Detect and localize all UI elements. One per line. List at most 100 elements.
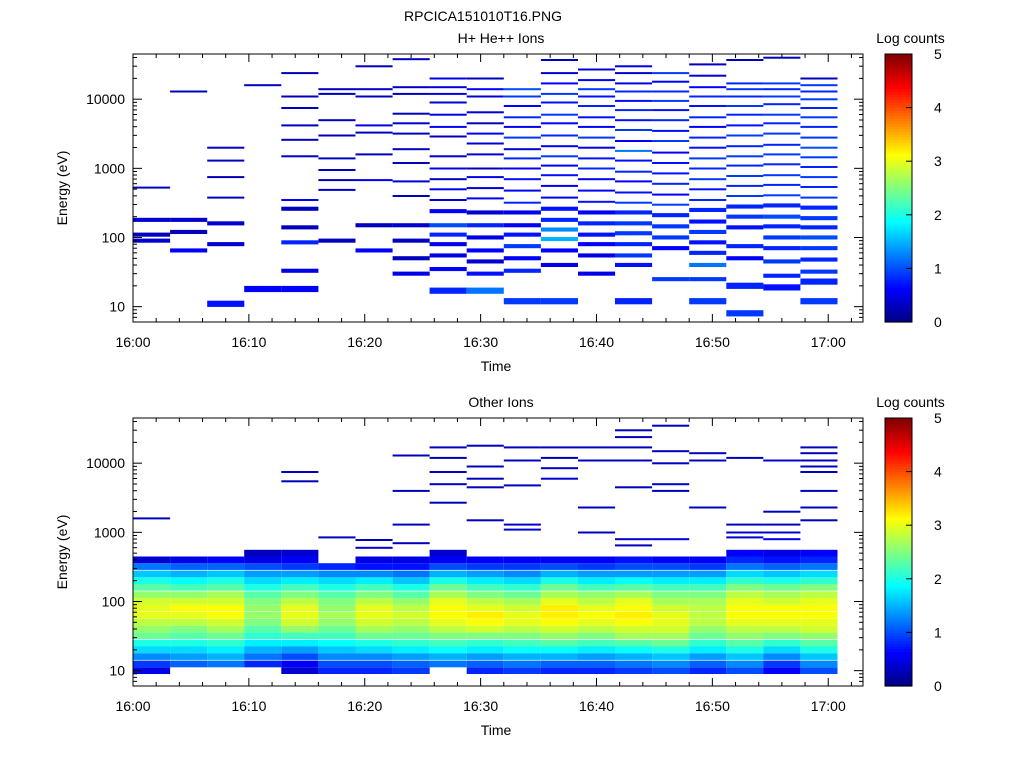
heatmap-cell xyxy=(466,577,504,584)
panel-title: Other Ions xyxy=(468,394,533,410)
heatmap-cell xyxy=(355,223,393,228)
heatmap-cell xyxy=(652,538,690,541)
heatmap-cell xyxy=(429,563,467,570)
heatmap-cell xyxy=(578,660,616,668)
colorbar-segment xyxy=(885,578,912,583)
heatmap-cell xyxy=(540,134,578,137)
heatmap-cell xyxy=(318,570,356,578)
heatmap-cell xyxy=(392,489,430,492)
colorbar-segment xyxy=(885,158,912,162)
heatmap-cell xyxy=(281,625,319,633)
heatmap-cell xyxy=(689,178,727,181)
colorbar-segment xyxy=(885,131,912,135)
heatmap-cell xyxy=(318,134,356,137)
heatmap-cell xyxy=(392,132,430,135)
heatmap-cell xyxy=(615,591,653,599)
colorbar-segment xyxy=(885,645,912,650)
colorbar-segment xyxy=(885,476,912,481)
heatmap-cell xyxy=(652,646,690,654)
colorbar-segment xyxy=(885,423,912,427)
heatmap-cell xyxy=(578,632,616,640)
heatmap-cell xyxy=(503,244,541,249)
y-tick-label: 1000 xyxy=(94,160,125,176)
heatmap-cell xyxy=(800,577,838,584)
heatmap-cell xyxy=(800,653,838,660)
heatmap-cell xyxy=(133,186,171,189)
colorbar-segment xyxy=(885,268,912,272)
heatmap-cell xyxy=(763,183,801,186)
colorbar-segment xyxy=(885,621,912,625)
colorbar-segment xyxy=(885,503,912,508)
heatmap-cell xyxy=(540,446,578,449)
heatmap-cell xyxy=(133,238,171,243)
heatmap-cell xyxy=(615,486,653,489)
x-tick-label: 16:40 xyxy=(579,698,614,714)
heatmap-cell xyxy=(689,563,727,570)
colorbar-segment xyxy=(885,426,912,430)
colorbar-segment xyxy=(885,230,912,235)
heatmap-cell xyxy=(578,619,616,626)
heatmap-cell xyxy=(466,259,504,264)
colorbar-segment xyxy=(885,193,912,197)
heatmap-cell xyxy=(133,667,171,674)
heatmap-cell xyxy=(615,119,653,122)
colorbar-segment xyxy=(885,137,912,141)
colorbar-segment xyxy=(885,586,912,591)
colorbar-label: Log counts xyxy=(876,30,945,46)
heatmap-cell xyxy=(652,224,690,229)
heatmap-cell xyxy=(318,598,356,605)
heatmap-cell xyxy=(540,653,578,660)
heatmap-cell xyxy=(540,619,578,626)
heatmap-cell xyxy=(763,510,801,513)
heatmap-cell xyxy=(355,65,393,68)
heatmap-cell xyxy=(244,84,282,87)
heatmap-cell xyxy=(133,598,171,605)
colorbar-segment xyxy=(885,557,912,561)
heatmap-cell xyxy=(503,660,541,668)
heatmap-cell xyxy=(615,619,653,626)
heatmap-cell xyxy=(652,667,690,674)
heatmap-cell xyxy=(726,256,764,261)
heatmap-cell xyxy=(578,200,616,203)
x-tick-label: 16:20 xyxy=(347,334,382,350)
heatmap-cell xyxy=(652,660,690,668)
colorbar-segment xyxy=(885,602,912,607)
heatmap-cell xyxy=(466,667,504,674)
heatmap-cell xyxy=(170,632,208,640)
heatmap-cell xyxy=(429,612,467,619)
heatmap-cell xyxy=(689,298,727,305)
heatmap-cell xyxy=(318,88,356,91)
heatmap-cell xyxy=(800,246,838,251)
colorbar-segment xyxy=(885,112,912,117)
colorbar-segment xyxy=(885,142,912,146)
colorbar-segment xyxy=(885,568,912,572)
heatmap-cell xyxy=(689,452,727,455)
heatmap-cell xyxy=(466,187,504,190)
heatmap-cell xyxy=(392,92,430,95)
heatmap-cell xyxy=(763,577,801,584)
colorbar-segment xyxy=(885,171,912,176)
heatmap-cell xyxy=(763,259,801,264)
heatmap-cell xyxy=(540,570,578,578)
heatmap-cell xyxy=(355,248,393,253)
heatmap-cell xyxy=(244,646,282,654)
heatmap-cell xyxy=(244,619,282,626)
heatmap-cell xyxy=(800,136,838,139)
heatmap-cell xyxy=(244,632,282,640)
heatmap-cell xyxy=(540,101,578,104)
heatmap-cell xyxy=(133,639,171,647)
heatmap-cell xyxy=(800,549,838,557)
heatmap-cell xyxy=(281,584,319,591)
heatmap-cell xyxy=(170,604,208,612)
heatmap-cell xyxy=(207,556,245,564)
heatmap-cell xyxy=(466,660,504,668)
heatmap-cell xyxy=(503,178,541,181)
heatmap-cell xyxy=(429,501,467,504)
x-tick-label: 16:00 xyxy=(115,698,150,714)
heatmap-cell xyxy=(800,278,838,285)
heatmap-cell xyxy=(689,207,727,212)
heatmap-cell xyxy=(318,612,356,619)
heatmap-cell xyxy=(466,563,504,570)
heatmap-cell xyxy=(615,639,653,647)
